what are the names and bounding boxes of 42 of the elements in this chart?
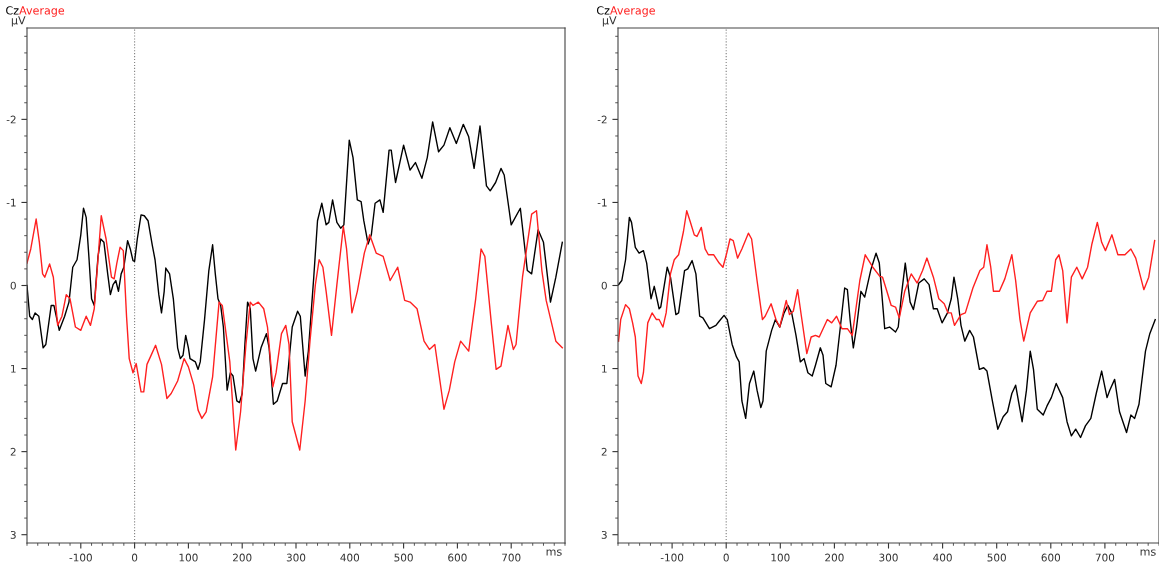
line-series [618, 210, 1156, 385]
x-tick-label: 200 [233, 553, 252, 562]
x-tick-label: 700 [1095, 553, 1115, 562]
y-tick-label: -1 [597, 198, 607, 207]
x-tick-label: 100 [179, 553, 198, 562]
y-tick-label: 0 [601, 281, 607, 290]
text: Average [610, 6, 655, 17]
x-tick-label: 100 [771, 553, 790, 562]
y-tick-label: 2 [10, 447, 16, 456]
text: Cz [596, 6, 610, 15]
x-tick-label: 400 [340, 553, 360, 562]
x-tick-label: -100 [660, 553, 684, 562]
x-tick-label: 0 [723, 553, 729, 562]
y-tick-label: -2 [597, 115, 607, 124]
y-tick-label: -1 [6, 198, 16, 207]
x-axis-title: ms [546, 549, 562, 556]
y-tick-label: 2 [601, 447, 607, 456]
y-tick-label: 1 [602, 364, 607, 373]
x-tick-label: 500 [394, 553, 413, 562]
line-series [618, 216, 1156, 439]
y-axis-title: µV [11, 16, 26, 27]
x-tick-label: 200 [825, 553, 844, 562]
x-tick-label: 300 [286, 553, 306, 562]
x-tick-label: 700 [502, 553, 521, 562]
x-tick-label: -100 [69, 553, 92, 562]
line-series [27, 121, 564, 405]
x-tick-label: 600 [1041, 553, 1061, 562]
text: Average [19, 6, 65, 17]
x-tick-label: 0 [131, 553, 138, 562]
y-axis-title: µV [602, 16, 617, 27]
x-tick-label: 400 [933, 553, 952, 562]
text: Cz [6, 6, 19, 15]
line-series [27, 210, 564, 451]
x-tick-label: 300 [879, 553, 898, 562]
y-tick-label: 0 [10, 281, 16, 290]
x-tick-label: 500 [987, 553, 1006, 562]
x-axis-title: ms [1140, 549, 1156, 556]
y-tick-label: 3 [10, 530, 16, 539]
x-tick-label: 600 [448, 553, 467, 562]
y-tick-label: -2 [6, 115, 16, 124]
y-tick-label: 3 [601, 530, 607, 539]
y-tick-label: 1 [11, 364, 16, 373]
